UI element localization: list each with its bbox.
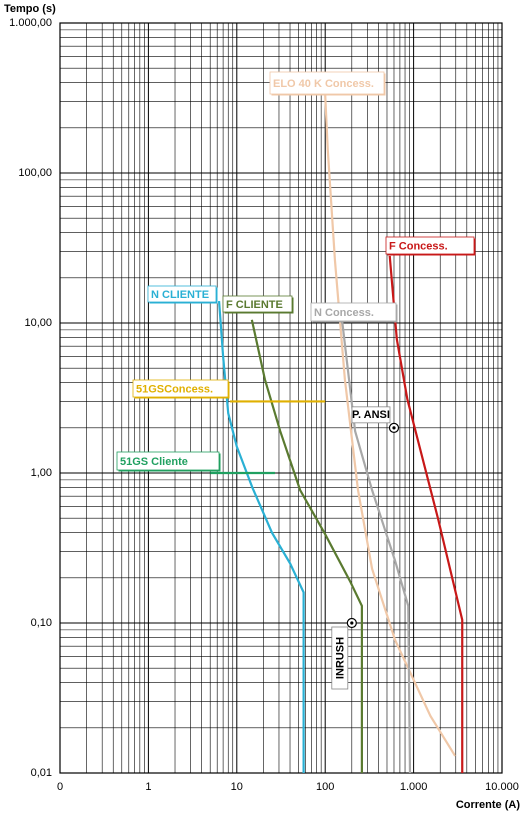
series-line — [217, 301, 305, 773]
y-tick-label: 1.000,00 — [9, 17, 52, 29]
label-box — [132, 379, 229, 398]
y-tick-label: 0,10 — [31, 617, 52, 629]
series-line — [250, 319, 363, 773]
legend-label: 51GS Cliente — [120, 456, 188, 468]
point-dot — [350, 621, 354, 625]
point-label: P. ANSI — [352, 409, 390, 421]
series-line — [388, 255, 464, 773]
label-box — [385, 236, 475, 255]
label-box — [269, 71, 385, 95]
label-box — [351, 406, 391, 424]
label-box — [222, 295, 293, 313]
point-label: INRUSH — [335, 637, 347, 679]
label-box — [331, 626, 349, 690]
x-tick-label: 10 — [231, 781, 243, 793]
legend-label: N CLIENTE — [151, 289, 209, 301]
x-tick-label: 1 — [145, 781, 151, 793]
legend-label: 51GSConcess. — [136, 383, 213, 395]
legend-label: F CLIENTE — [226, 299, 283, 311]
y-axis-label: Tempo (s) — [4, 3, 56, 15]
y-tick-label: 10,00 — [24, 317, 52, 329]
x-axis-label: Corrente (A) — [456, 799, 521, 811]
label-box — [116, 451, 220, 471]
x-tick-label: 100 — [316, 781, 334, 793]
x-tick-label: 10.000 — [485, 781, 519, 793]
plot-border — [59, 22, 503, 774]
legend-label: F Concess. — [389, 240, 448, 252]
legend-label: N Concess. — [314, 307, 374, 319]
y-tick-label: 1,00 — [31, 467, 52, 479]
x-tick-label: 1.000 — [400, 781, 428, 793]
legend-label: ELO 40 K Concess. — [273, 78, 374, 90]
point-dot — [392, 426, 396, 430]
series-line — [324, 95, 457, 757]
y-tick-label: 100,00 — [18, 167, 52, 179]
label-box — [147, 285, 217, 303]
label-box — [310, 302, 397, 322]
y-tick-label: 0,01 — [31, 767, 52, 779]
x-tick-label: 0 — [57, 781, 63, 793]
